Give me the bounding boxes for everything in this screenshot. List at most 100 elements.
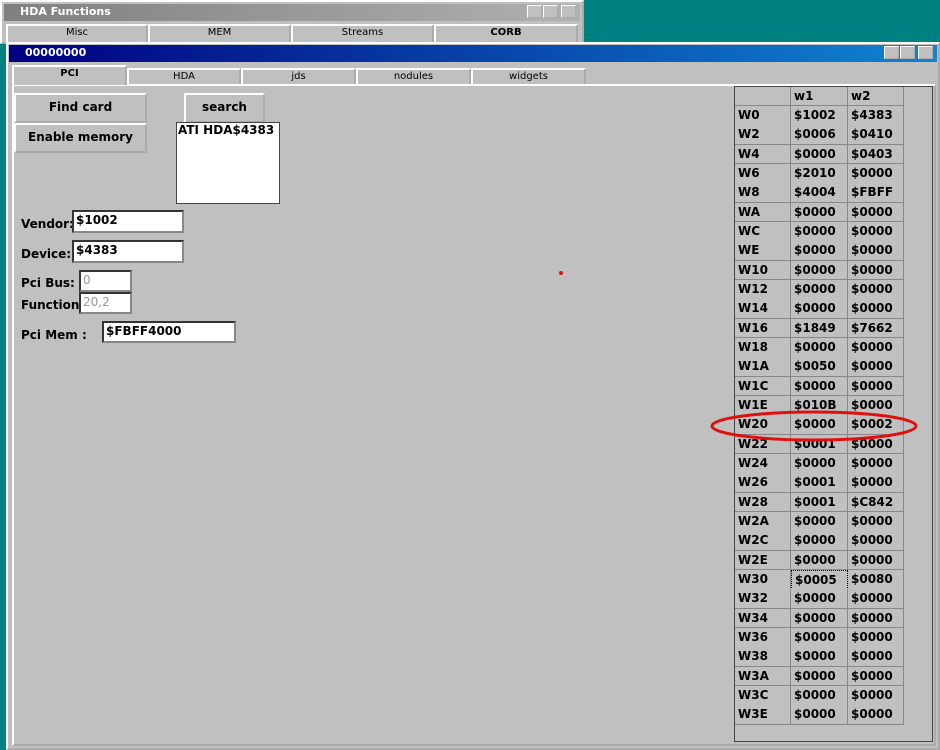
row-header[interactable]: W4	[735, 144, 791, 165]
row-header[interactable]: W3A	[735, 666, 791, 687]
row-header[interactable]: W12	[735, 279, 791, 300]
register-value[interactable]: $0000	[848, 357, 904, 378]
register-value[interactable]: $0000	[791, 589, 848, 610]
row-header[interactable]: W10	[735, 260, 791, 281]
close-button[interactable]	[561, 5, 576, 18]
row-header[interactable]: W30	[735, 569, 791, 590]
register-value[interactable]: $0000	[848, 163, 904, 184]
register-value[interactable]: $0000	[791, 531, 848, 552]
register-value[interactable]: $0403	[848, 144, 904, 165]
field-value[interactable]: $1002	[72, 210, 184, 233]
listbox[interactable]: ATI HDA$4383	[176, 122, 280, 204]
register-value[interactable]: $0000	[848, 395, 904, 416]
row-header[interactable]: W2E	[735, 550, 791, 571]
row-header[interactable]: W3C	[735, 685, 791, 706]
register-value[interactable]: $4383	[848, 106, 904, 126]
register-value[interactable]: $0000	[791, 241, 848, 262]
register-value[interactable]: $0000	[791, 705, 848, 726]
register-value[interactable]: $0000	[791, 202, 848, 223]
maximize-button[interactable]	[900, 46, 915, 59]
register-value[interactable]: $0001	[791, 492, 848, 513]
register-value[interactable]: $0001	[791, 473, 848, 494]
register-value[interactable]: $1849	[791, 318, 848, 339]
tab[interactable]: HDA	[127, 68, 241, 84]
enable-memory-button[interactable]: Enable memory	[14, 123, 147, 153]
row-header[interactable]: W14	[735, 299, 791, 320]
search-button[interactable]: search	[184, 93, 265, 123]
register-value[interactable]: $0000	[848, 453, 904, 474]
maximize-button[interactable]	[543, 5, 558, 18]
back-tab[interactable]: Misc	[6, 24, 148, 42]
register-value[interactable]: $0000	[848, 627, 904, 648]
register-value[interactable]: $0002	[848, 415, 904, 436]
register-value[interactable]: $0000	[791, 279, 848, 300]
row-header[interactable]: WC	[735, 221, 791, 242]
row-header[interactable]: W20	[735, 415, 791, 436]
row-header[interactable]: W3E	[735, 705, 791, 726]
register-value[interactable]: $0000	[791, 511, 848, 532]
register-value[interactable]: $0000	[791, 685, 848, 706]
register-value[interactable]: $0000	[791, 260, 848, 281]
register-value[interactable]: $0000	[791, 647, 848, 668]
back-tab[interactable]: Streams	[291, 24, 434, 42]
register-value[interactable]: $0000	[848, 647, 904, 668]
register-value[interactable]: $0000	[791, 376, 848, 397]
tab[interactable]: PCI	[12, 65, 127, 85]
back-tab[interactable]: CORB	[434, 24, 578, 42]
row-header[interactable]: WA	[735, 202, 791, 223]
row-header[interactable]: W8	[735, 183, 791, 204]
register-value[interactable]: $0000	[848, 473, 904, 494]
register-value[interactable]: $0006	[791, 125, 848, 146]
register-value[interactable]: $4004	[791, 183, 848, 204]
register-value[interactable]: $0080	[848, 569, 904, 590]
row-header[interactable]: W2A	[735, 511, 791, 532]
field-value[interactable]: 0	[79, 270, 132, 292]
register-value[interactable]: $0000	[791, 608, 848, 629]
row-header[interactable]: W36	[735, 627, 791, 648]
row-header[interactable]: W38	[735, 647, 791, 668]
tab[interactable]: nodules	[356, 68, 471, 84]
row-header[interactable]: W18	[735, 337, 791, 358]
register-value[interactable]: $2010	[791, 163, 848, 184]
register-value[interactable]: $0000	[791, 453, 848, 474]
field-value[interactable]: 20,2	[79, 292, 132, 314]
row-header[interactable]: W2C	[735, 531, 791, 552]
register-value[interactable]: $7662	[848, 318, 904, 339]
close-button[interactable]	[918, 46, 933, 59]
register-value[interactable]: $0000	[848, 299, 904, 320]
tab[interactable]: widgets	[471, 68, 586, 84]
register-value[interactable]: $0050	[791, 357, 848, 378]
list-item[interactable]: ATI HDA$4383	[178, 123, 275, 137]
register-value[interactable]: $0000	[791, 666, 848, 687]
row-header[interactable]: W0	[735, 106, 791, 126]
register-value[interactable]: $1002	[791, 106, 848, 126]
row-header[interactable]: W26	[735, 473, 791, 494]
register-value[interactable]: $0000	[848, 685, 904, 706]
register-value[interactable]: $0000	[848, 608, 904, 629]
row-header[interactable]: W1E	[735, 395, 791, 416]
row-header[interactable]: W32	[735, 589, 791, 610]
find-card-button[interactable]: Find card	[14, 93, 147, 123]
row-header[interactable]: W1C	[735, 376, 791, 397]
register-value[interactable]: $0000	[791, 144, 848, 165]
row-header[interactable]: WE	[735, 241, 791, 262]
register-value[interactable]: $0000	[848, 705, 904, 726]
field-value[interactable]: $4383	[72, 240, 184, 263]
register-value[interactable]: $0000	[791, 550, 848, 571]
field-value[interactable]: $FBFF4000	[102, 321, 236, 343]
register-value[interactable]: $C842	[848, 492, 904, 513]
register-value[interactable]: $0000	[848, 550, 904, 571]
register-value[interactable]: $0000	[848, 202, 904, 223]
register-value[interactable]: $0000	[791, 627, 848, 648]
register-value[interactable]: $0000	[848, 589, 904, 610]
minimize-button[interactable]	[884, 46, 899, 59]
register-value[interactable]: $0000	[848, 666, 904, 687]
row-header[interactable]: W22	[735, 434, 791, 455]
minimize-button[interactable]	[527, 5, 542, 18]
row-header[interactable]: W6	[735, 163, 791, 184]
register-value[interactable]: $0001	[791, 434, 848, 455]
register-value[interactable]: $FBFF	[848, 183, 904, 204]
register-value[interactable]: $0000	[848, 221, 904, 242]
row-header[interactable]: W24	[735, 453, 791, 474]
register-value[interactable]: $0000	[848, 279, 904, 300]
